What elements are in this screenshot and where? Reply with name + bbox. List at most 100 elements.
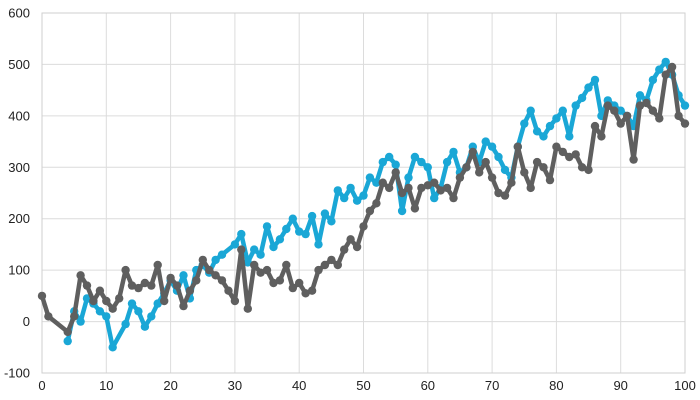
data-point xyxy=(622,111,632,121)
data-point xyxy=(269,278,278,288)
y-tick-label: 100 xyxy=(8,263,30,278)
data-point xyxy=(295,278,304,288)
data-point xyxy=(590,121,600,131)
data-point xyxy=(629,155,638,164)
data-point xyxy=(417,183,426,193)
data-point xyxy=(172,281,182,290)
data-point xyxy=(397,188,407,198)
data-point xyxy=(127,281,137,290)
data-point xyxy=(507,178,516,187)
data-point xyxy=(680,119,690,128)
data-point xyxy=(179,301,188,311)
data-point xyxy=(462,163,471,172)
data-point xyxy=(520,119,529,128)
data-point xyxy=(37,291,47,301)
data-point xyxy=(674,111,683,121)
data-point xyxy=(577,93,587,103)
data-point xyxy=(391,168,400,177)
data-point xyxy=(520,168,529,177)
data-point xyxy=(494,152,503,162)
x-tick-label: 90 xyxy=(613,378,627,393)
data-point xyxy=(237,245,246,254)
data-point xyxy=(250,245,259,254)
data-point xyxy=(404,183,413,193)
data-point xyxy=(108,343,117,352)
data-point xyxy=(616,106,625,115)
data-point xyxy=(198,255,207,265)
data-point xyxy=(256,250,265,259)
data-point xyxy=(481,137,490,146)
data-point xyxy=(147,312,156,321)
y-axis: -100 0 100 200 300 400 500 600 xyxy=(4,6,30,381)
data-point xyxy=(468,147,477,157)
data-point xyxy=(89,296,98,306)
y-tick-label: 500 xyxy=(8,57,30,72)
data-point xyxy=(539,132,548,141)
data-point xyxy=(82,281,92,290)
series-group xyxy=(37,57,690,352)
data-point xyxy=(372,178,381,187)
data-point xyxy=(224,286,233,295)
data-point xyxy=(307,286,317,295)
data-point xyxy=(648,75,658,85)
data-point xyxy=(500,165,510,175)
data-point xyxy=(597,132,606,141)
data-point xyxy=(571,101,580,110)
data-point xyxy=(256,268,265,277)
data-point xyxy=(545,175,555,185)
x-tick-label: 70 xyxy=(485,378,499,393)
data-point xyxy=(385,183,394,193)
data-point xyxy=(359,222,368,231)
data-point xyxy=(205,265,214,275)
data-point xyxy=(667,62,677,72)
data-point xyxy=(262,222,272,231)
data-point xyxy=(288,214,297,223)
data-point xyxy=(282,260,291,270)
data-point xyxy=(500,191,510,200)
data-point xyxy=(134,307,143,316)
x-tick-label: 10 xyxy=(99,378,113,393)
data-point xyxy=(487,142,497,151)
data-point xyxy=(655,65,664,74)
data-point xyxy=(590,75,600,85)
data-point xyxy=(243,258,252,267)
series-2 xyxy=(37,62,690,337)
data-point xyxy=(565,132,574,141)
data-point xyxy=(565,152,574,162)
data-point xyxy=(63,336,72,346)
data-point xyxy=(140,278,150,288)
data-point xyxy=(442,157,452,167)
data-point xyxy=(102,296,111,306)
data-point xyxy=(648,106,658,115)
data-point xyxy=(70,312,79,321)
data-point xyxy=(365,173,375,182)
data-point xyxy=(301,229,310,239)
data-point xyxy=(262,265,272,275)
data-point xyxy=(320,260,330,270)
data-point xyxy=(610,106,619,115)
data-point xyxy=(179,271,188,280)
data-point xyxy=(327,217,336,226)
data-point xyxy=(539,163,548,172)
data-point xyxy=(320,209,330,218)
data-point xyxy=(655,114,664,123)
x-tick-label: 20 xyxy=(163,378,177,393)
data-point xyxy=(340,193,349,203)
data-point xyxy=(475,168,484,177)
data-point xyxy=(577,163,587,172)
x-tick-label: 0 xyxy=(38,378,45,393)
x-tick-label: 60 xyxy=(421,378,435,393)
data-point xyxy=(635,101,645,110)
data-point xyxy=(76,271,85,280)
data-point xyxy=(616,119,625,128)
data-point xyxy=(558,106,567,115)
x-axis: 0 10 20 30 40 50 60 70 80 90 100 xyxy=(38,378,695,393)
data-point xyxy=(147,281,156,290)
data-point xyxy=(397,206,407,216)
data-point xyxy=(359,191,368,200)
data-point xyxy=(513,142,522,151)
plot-area-border xyxy=(41,12,686,374)
data-point xyxy=(404,173,413,182)
data-point xyxy=(391,160,400,169)
